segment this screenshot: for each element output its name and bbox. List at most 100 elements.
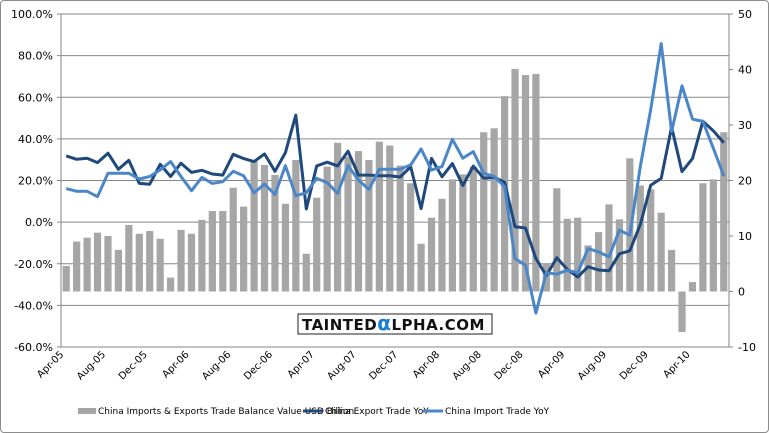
- bars-trade-balance: [62, 68, 728, 333]
- bar-trade-balance: [156, 238, 164, 292]
- bar-trade-balance: [417, 243, 425, 292]
- bar-trade-balance: [521, 75, 530, 292]
- left-tick-label: 80.0%: [18, 50, 53, 63]
- bar-trade-balance: [114, 249, 123, 292]
- bar-trade-balance: [146, 231, 154, 292]
- left-tick-label: 100.0%: [11, 8, 53, 21]
- bar-trade-balance: [375, 141, 383, 292]
- bar-trade-balance: [313, 197, 321, 292]
- x-tick-label: Apr-05: [35, 349, 66, 380]
- bar-trade-balance: [73, 241, 81, 292]
- bar-trade-balance: [563, 218, 571, 292]
- bar-trade-balance: [636, 185, 644, 292]
- watermark-text: TAINTEDαLPHA.COM: [302, 311, 485, 335]
- bar-trade-balance: [166, 277, 175, 292]
- bar-trade-balance: [177, 229, 185, 292]
- right-tick-label: 20: [738, 175, 752, 188]
- bar-trade-balance: [647, 189, 655, 292]
- legend-swatch-bar: [78, 408, 96, 414]
- right-tick-label: -10: [738, 341, 756, 354]
- bar-trade-balance: [699, 183, 707, 292]
- bar-trade-balance: [83, 237, 91, 292]
- right-tick-label: 30: [738, 119, 752, 132]
- left-tick-label: 0.0%: [25, 216, 53, 229]
- legend-label: China Export Trade YoY: [325, 407, 429, 417]
- bar-trade-balance: [125, 224, 133, 292]
- bar-trade-balance: [135, 233, 143, 292]
- bar-trade-balance: [532, 73, 540, 292]
- x-tick-label: Dec-09: [618, 349, 651, 382]
- bar-trade-balance: [292, 159, 300, 292]
- bar-trade-balance: [229, 187, 237, 292]
- right-tick-label: 0: [738, 286, 745, 299]
- bar-trade-balance: [626, 158, 634, 292]
- x-tick-label: Dec-05: [117, 349, 150, 382]
- x-tick-label: Aug-07: [325, 349, 358, 382]
- right-tick-label: 40: [738, 64, 752, 77]
- bar-trade-balance: [250, 161, 258, 292]
- bar-trade-balance: [427, 217, 436, 292]
- bar-trade-balance: [574, 217, 582, 292]
- bar-trade-balance: [709, 179, 717, 292]
- bar-trade-balance: [365, 159, 373, 292]
- line-import-yoy: [65, 42, 726, 315]
- x-tick-label: Dec-06: [242, 349, 275, 382]
- bar-trade-balance: [271, 174, 279, 292]
- x-tick-label: Aug-09: [576, 349, 609, 382]
- legend: China Imports & Exports Trade Balance Va…: [78, 407, 550, 417]
- bar-trade-balance: [407, 183, 415, 292]
- x-tick-label: Aug-05: [75, 349, 108, 382]
- bar-trade-balance: [490, 128, 498, 292]
- bar-trade-balance: [302, 253, 310, 292]
- bar-trade-balance: [511, 68, 519, 292]
- bar-trade-balance: [605, 204, 613, 292]
- bar-trade-balance: [459, 174, 467, 292]
- left-tick-label: -40.0%: [14, 299, 53, 312]
- bar-trade-balance: [104, 236, 112, 292]
- bar-trade-balance: [469, 166, 477, 292]
- legend-label: China Imports & Exports Trade Balance Va…: [98, 407, 354, 417]
- bar-trade-balance: [667, 249, 676, 292]
- bar-trade-balance: [553, 188, 561, 292]
- bar-trade-balance: [208, 211, 216, 292]
- x-tick-label: Apr-10: [661, 349, 692, 380]
- bar-trade-balance: [720, 132, 728, 292]
- bar-trade-balance: [198, 219, 206, 292]
- right-tick-label: 10: [738, 230, 752, 243]
- left-tick-label: -60.0%: [14, 341, 53, 354]
- bar-trade-balance: [480, 132, 488, 292]
- bar-trade-balance: [240, 206, 248, 292]
- x-tick-label: Apr-08: [411, 349, 442, 380]
- bar-trade-balance: [396, 165, 404, 292]
- line-export-yoy: [65, 113, 725, 279]
- x-tick-label: Apr-06: [160, 349, 191, 380]
- x-tick-label: Apr-09: [536, 349, 567, 380]
- bar-trade-balance: [344, 156, 352, 292]
- x-tick-label: Dec-07: [367, 349, 400, 382]
- left-tick-label: 60.0%: [18, 91, 53, 104]
- bar-trade-balance: [594, 232, 603, 292]
- bar-trade-balance: [657, 212, 665, 292]
- bar-trade-balance: [448, 179, 457, 292]
- bar-trade-balance: [260, 164, 269, 292]
- bar-trade-balance: [62, 265, 70, 292]
- bar-trade-balance: [333, 142, 342, 292]
- left-tick-label: 40.0%: [18, 133, 53, 146]
- bar-trade-balance: [386, 145, 394, 292]
- x-tick-label: Aug-06: [200, 349, 233, 382]
- bar-trade-balance: [438, 198, 446, 292]
- bar-trade-balance: [281, 203, 290, 292]
- axes: [57, 13, 733, 348]
- watermark-logo: TAINTEDαLPHA.COM: [297, 311, 493, 335]
- left-tick-label: 20.0%: [18, 175, 53, 188]
- x-tick-label: Apr-07: [286, 349, 317, 380]
- x-tick-label: Aug-08: [451, 349, 484, 382]
- bar-trade-balance: [678, 291, 686, 333]
- left-tick-label: -20.0%: [14, 258, 53, 271]
- bar-trade-balance: [219, 211, 227, 292]
- legend-label: China Import Trade YoY: [445, 407, 550, 417]
- bar-trade-balance: [354, 151, 363, 292]
- lines: [65, 42, 726, 315]
- bar-trade-balance: [323, 166, 331, 292]
